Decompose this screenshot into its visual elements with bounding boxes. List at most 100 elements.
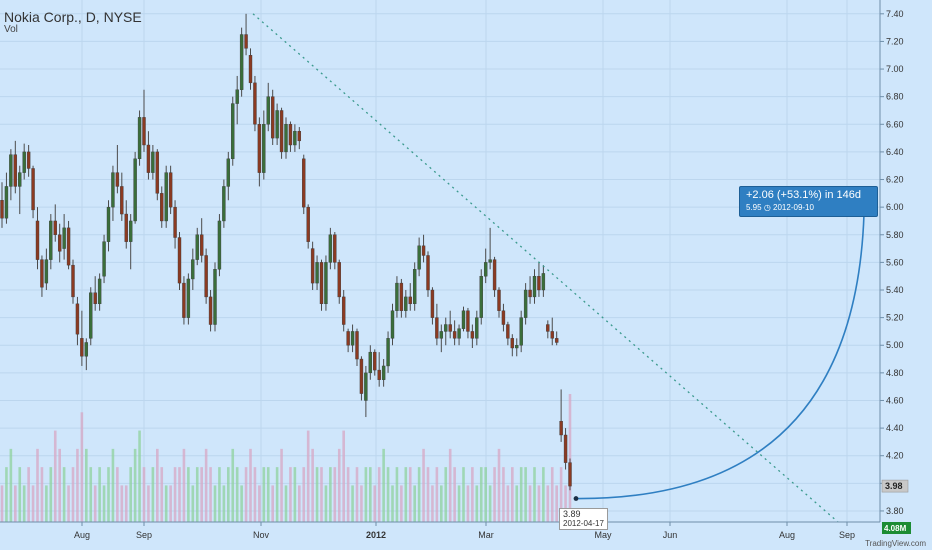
candle-body [239,34,244,90]
candle-body [97,278,102,305]
candle-body [151,151,155,173]
projection-curve [575,214,865,500]
candle-body [426,255,430,291]
volume-bar [542,467,545,522]
candle-body [497,289,501,311]
volume-bar [555,485,558,522]
volume-bar [58,448,61,522]
projection-start-point [573,496,579,501]
volume-bar [422,448,425,522]
volume-bar [275,467,279,522]
volume-bar [457,485,461,522]
candle-body [191,259,195,280]
candle-body [213,269,217,325]
candle-body [257,124,262,173]
candle-body [515,345,519,349]
price-tick-label: 5.80 [886,230,904,240]
candle-body [124,213,128,242]
time-tick-label: May [594,530,612,540]
price-tick-label: 5.60 [886,257,904,267]
volume-bar [559,467,563,522]
volume-bar [515,485,519,522]
candle-body [532,275,537,298]
projection-details: 5.95 ◷ 2012-09-10 [746,203,814,212]
volume-bar [249,448,252,522]
volume-bar [453,467,456,522]
candle-body [457,328,461,339]
volume-bar [222,485,226,522]
candle-body [284,124,288,153]
candle-body [44,259,49,284]
candle-body [13,154,18,187]
volume-bar [53,430,57,522]
candle-body [279,110,284,153]
candle-body [483,262,488,277]
candle-body [448,324,452,332]
candle-body [275,110,279,139]
candle-body [93,292,97,305]
start-point-label[interactable]: 3.89 2012-04-17 [559,508,608,530]
volume-bar [213,485,217,522]
candle-body [319,262,324,305]
volume-bar [178,467,181,522]
volume-bar [80,412,84,522]
candle-body [195,234,199,260]
volume-bar [364,467,368,522]
candle-body [248,55,253,84]
volume-bar [133,448,137,522]
candle-body [106,206,111,242]
volume-bar [550,467,554,522]
candle-body [364,372,368,401]
volume-bar [528,485,532,522]
candle-body [563,434,568,463]
candle-body [523,289,528,318]
volume-bar [76,448,79,522]
volume-bar [289,467,292,522]
volume-bar [440,485,443,522]
volume-bar [67,485,70,522]
last-price-tag [881,479,909,493]
start-price: 3.89 [563,509,581,519]
time-tick-label: Nov [253,530,270,540]
candle-body [452,331,457,339]
price-tick-label: 6.40 [886,147,904,157]
projection-label[interactable]: +2.06 (+53.1%) in 146d 5.95 ◷ 2012-09-10 [739,186,878,217]
volume-bar [311,448,314,522]
time-tick-label: Aug [779,530,795,540]
candle-body [102,241,106,277]
chart-title: Nokia Corp., D, NYSE [4,9,142,25]
volume-bar [22,485,26,522]
candle-body [71,264,75,298]
volume-bar [524,467,527,522]
volume-bar [471,467,474,522]
candle-body [386,338,390,367]
volume-bar [138,430,141,522]
volume-bar [0,485,4,522]
volume-bar [488,485,492,522]
volume-bar [98,467,101,522]
candle-body [341,296,346,325]
candle-body [421,245,426,256]
volume-bar [431,485,434,522]
candle-body [222,186,226,222]
candle-body [62,227,66,249]
candle-body [310,248,315,284]
volume-bar [342,430,345,522]
candle-body [53,220,57,235]
candle-body [461,310,466,329]
projection-target-price: 5.95 [746,203,762,212]
volume-bar [27,467,30,522]
volume-bar [346,467,350,522]
volume-bar [36,448,39,522]
candle-body [253,82,257,125]
time-axis-bg [0,522,880,550]
candle-body [57,234,62,252]
price-tick-label: 7.00 [886,64,904,74]
candle-body [430,289,435,318]
candle-body [337,262,341,298]
volume-bar [493,467,496,522]
candle-body [541,273,546,291]
volume-bar [568,394,572,522]
price-tick-label: 6.20 [886,175,904,185]
